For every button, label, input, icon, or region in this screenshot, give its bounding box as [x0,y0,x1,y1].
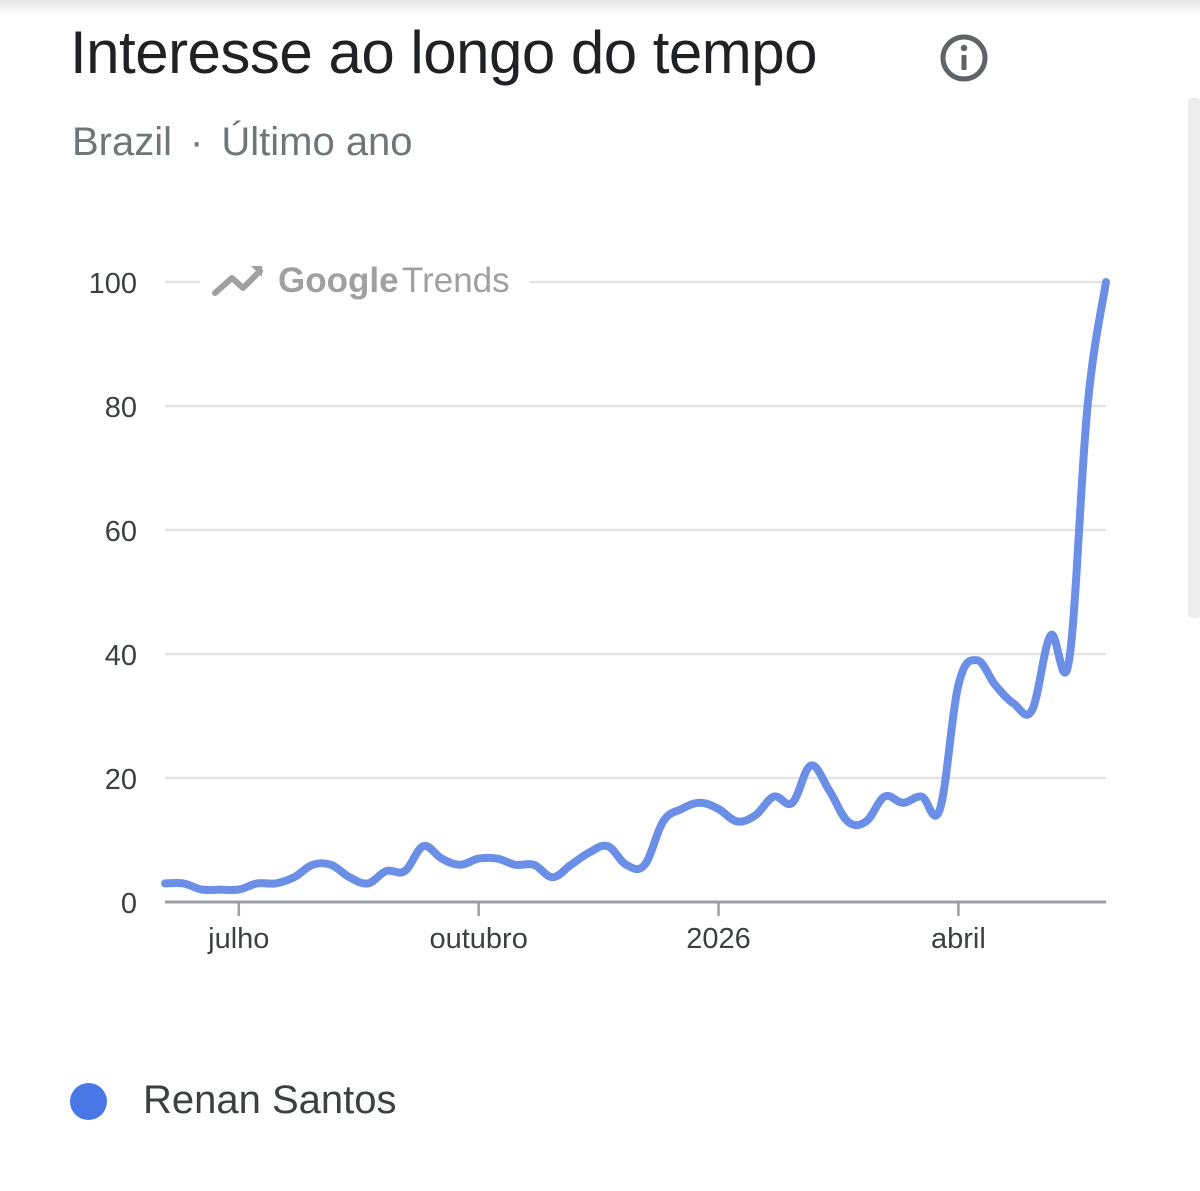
data-point[interactable] [788,799,796,807]
data-point[interactable] [253,879,261,887]
watermark-trends: Trends [402,261,510,300]
y-tick-label: 40 [105,640,137,672]
top-shadow [0,0,1200,16]
series-layer [161,278,1110,895]
period-label[interactable]: Último ano [221,120,413,164]
data-point[interactable] [899,799,907,807]
data-point[interactable] [825,786,833,794]
data-point[interactable] [585,848,593,856]
data-point[interactable] [382,867,390,875]
data-point[interactable] [954,681,962,689]
data-point[interactable] [179,879,187,887]
y-tick-label: 80 [105,392,137,424]
y-tick-label: 0 [121,888,137,920]
data-point[interactable] [715,805,723,813]
data-point[interactable] [751,811,759,819]
data-point[interactable] [862,817,870,825]
data-point[interactable] [696,799,704,807]
data-point[interactable] [1028,706,1036,714]
data-point[interactable] [604,842,612,850]
subtitle: Brazil · Último ano [72,120,413,165]
data-point[interactable] [309,861,317,869]
legend-label: Renan Santos [143,1078,397,1122]
data-point[interactable] [401,867,409,875]
data-point[interactable] [216,886,224,894]
y-tick-label: 60 [105,516,137,548]
data-point[interactable] [364,879,372,887]
grid-lines [165,280,1106,780]
data-point[interactable] [438,855,446,863]
data-point[interactable] [844,817,852,825]
data-point[interactable] [807,762,815,770]
data-point[interactable] [327,861,335,869]
info-icon[interactable] [938,32,990,84]
data-point[interactable] [678,805,686,813]
data-point[interactable] [733,817,741,825]
data-point[interactable] [530,861,538,869]
data-point[interactable] [881,793,889,801]
data-point[interactable] [456,861,464,869]
data-point[interactable] [512,861,520,869]
data-point[interactable] [973,656,981,664]
x-tick-label: 2026 [686,923,751,955]
y-axis-labels: 0 20 40 60 80 100 [89,268,137,920]
region-label[interactable]: Brazil [72,120,173,164]
line-chart: 0 20 40 60 80 100 julho outubro 2026 abril Googl… [89,258,1110,955]
data-point[interactable] [641,861,649,869]
data-point[interactable] [161,879,169,887]
trending-up-arrowhead [251,266,262,277]
data-point[interactable] [917,793,925,801]
scrollbar[interactable] [1188,98,1200,618]
data-point[interactable] [272,879,280,887]
y-tick-label: 20 [105,764,137,796]
data-point[interactable] [1102,278,1110,286]
card-title: Interesse ao longo do tempo [70,19,818,86]
y-tick-label: 100 [89,268,137,300]
data-point[interactable] [991,681,999,689]
x-axis: julho outubro 2026 abril [165,900,1106,955]
x-tick-label: julho [207,923,269,955]
data-point[interactable] [659,817,667,825]
data-point[interactable] [1065,656,1073,664]
data-point[interactable] [493,855,501,863]
series-line-renan-santos [161,278,1110,895]
data-point[interactable] [419,842,427,850]
google-trends-watermark: Google Trends [200,258,530,308]
data-point[interactable] [1047,631,1055,639]
data-point[interactable] [1010,700,1018,708]
data-point[interactable] [548,873,556,881]
data-point[interactable] [1084,402,1092,410]
data-point[interactable] [290,873,298,881]
data-point[interactable] [622,861,630,869]
data-point[interactable] [235,886,243,894]
data-point[interactable] [475,855,483,863]
legend-color-dot [70,1083,107,1120]
data-point[interactable] [567,861,575,869]
data-point[interactable] [936,805,944,813]
trending-up-icon [212,268,263,296]
x-tick-label: abril [931,923,986,955]
watermark-google: Google [278,261,399,300]
data-point[interactable] [346,873,354,881]
data-point[interactable] [198,886,206,894]
subtitle-separator: · [190,120,204,164]
data-point[interactable] [770,793,778,801]
x-tick-label: outubro [429,923,527,955]
